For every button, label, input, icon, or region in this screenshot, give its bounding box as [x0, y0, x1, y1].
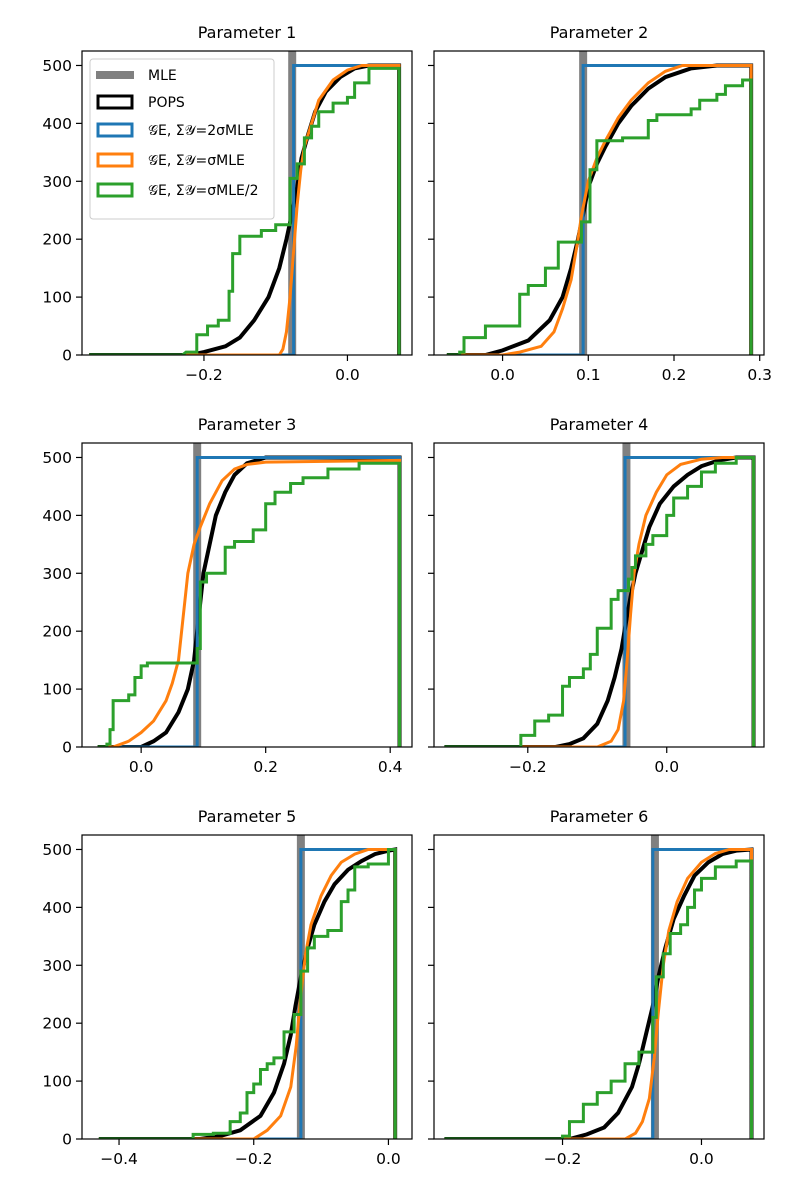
plot-area — [97, 443, 402, 747]
panel-title: Parameter 1 — [198, 23, 297, 42]
series-e-mle-line — [98, 847, 397, 1139]
panel-title: Parameter 5 — [198, 807, 297, 826]
axes-frame — [81, 834, 413, 1140]
series-e-mle-line — [97, 458, 402, 747]
series-pops-line — [446, 63, 754, 355]
y-tick-label: 300 — [42, 957, 72, 975]
series-e-mle-2-line — [446, 78, 753, 355]
axes-frame — [433, 834, 765, 1140]
plot-area — [98, 835, 398, 1139]
legend: MLE POPS 𝒢E, Σ𝒴=2σMLE 𝒢E, Σ𝒴=σMLE 𝒢E, Σ𝒴=σML… — [89, 58, 275, 220]
y-tick-label: 400 — [42, 899, 72, 917]
panel-title: Parameter 2 — [550, 23, 649, 42]
x-tick-label: −0.2 — [185, 366, 223, 384]
y-tick-label: 500 — [42, 449, 72, 467]
y-tick-label: 100 — [42, 681, 72, 699]
series-e-mle-2-line — [444, 455, 756, 747]
panel-2: Parameter 2 0.0 0.1 0.2 0.3 — [428, 23, 772, 384]
legend-label: MLE — [148, 68, 177, 84]
legend-entry-gh: 𝒢E, Σ𝒴=σMLE/2 — [96, 182, 259, 199]
legend-label: 𝒢E, Σ𝒴=σMLE — [148, 153, 245, 169]
series-e-mle-2-line — [444, 859, 753, 1139]
y-tick-label: 400 — [42, 115, 72, 133]
y-tick-label: 200 — [42, 623, 72, 641]
y-tick-label: 200 — [42, 1015, 72, 1033]
series-e-2-mle-line — [97, 455, 402, 747]
legend-swatch — [96, 182, 134, 198]
legend-entry-mle: MLE — [96, 68, 177, 84]
legend-entry-g2: 𝒢E, Σ𝒴=2σMLE — [96, 122, 254, 139]
axes-frame — [433, 442, 765, 748]
legend-swatch — [96, 94, 134, 110]
x-tick-label: 0.0 — [129, 758, 154, 776]
series-e-2-mle-line — [446, 63, 753, 355]
legend-swatch — [96, 152, 134, 168]
x-tick-label: 0.0 — [689, 1150, 714, 1168]
panel-3: Parameter 3 0 100 200 300 400 500 0.0 0.2 0.4 — [42, 415, 413, 776]
y-tick-label: 500 — [42, 57, 72, 75]
series-pops-line — [97, 455, 402, 747]
series-e-mle-2-line — [98, 847, 397, 1139]
plot-area — [89, 51, 402, 355]
series-e-mle-2-line — [97, 461, 402, 747]
legend-label: 𝒢E, Σ𝒴=σMLE/2 — [148, 183, 259, 199]
x-tick-label: 0.0 — [376, 1150, 401, 1168]
x-tick-label: 0.4 — [378, 758, 403, 776]
x-tick-label: 0.3 — [747, 366, 772, 384]
y-tick-label: 100 — [42, 1073, 72, 1091]
legend-box — [89, 58, 275, 220]
axes-frame — [433, 50, 765, 356]
panel-6: Parameter 6 −0.2 0.0 — [428, 807, 765, 1168]
panel-5: Parameter 5 0 100 200 300 400 500 −0.4 −0.2 0.0 — [42, 807, 413, 1168]
x-tick-label: −0.2 — [544, 1150, 582, 1168]
x-tick-label: 0.0 — [490, 366, 515, 384]
y-tick-label: 500 — [42, 841, 72, 859]
legend-label: 𝒢E, Σ𝒴=2σMLE — [148, 123, 254, 139]
panel-4: Parameter 4 −0.2 0.0 — [428, 415, 765, 776]
y-tick-label: 0 — [62, 739, 72, 757]
x-tick-label: 0.0 — [335, 366, 360, 384]
series-e-2-mle-line — [444, 455, 756, 747]
x-tick-label: −0.2 — [509, 758, 547, 776]
legend-entry-pops: POPS — [96, 94, 185, 111]
plot-area — [444, 835, 754, 1139]
plot-area — [446, 51, 754, 355]
y-tick-label: 400 — [42, 507, 72, 525]
y-tick-label: 300 — [42, 565, 72, 583]
y-tick-label: 0 — [62, 1131, 72, 1149]
axes-frame — [81, 442, 413, 748]
y-tick-label: 200 — [42, 231, 72, 249]
series-e-mle-line — [89, 63, 401, 355]
legend-label: POPS — [148, 95, 185, 111]
panel-title: Parameter 3 — [198, 415, 297, 434]
panel-1: Parameter 1 0 100 200 300 400 500 −0.2 0.0 — [42, 23, 413, 384]
series-pops-line — [444, 455, 756, 747]
x-tick-label: 0.1 — [576, 366, 601, 384]
x-tick-label: −0.4 — [100, 1150, 138, 1168]
panel-title: Parameter 4 — [550, 415, 649, 434]
series-e-mle-line — [446, 63, 753, 355]
x-tick-label: 0.2 — [662, 366, 687, 384]
series-e-mle-line — [444, 847, 753, 1139]
y-tick-label: 100 — [42, 289, 72, 307]
y-tick-label: 0 — [62, 347, 72, 365]
legend-entry-g1: 𝒢E, Σ𝒴=σMLE — [96, 152, 245, 169]
axes-frame — [81, 50, 413, 356]
x-tick-label: 0.0 — [654, 758, 679, 776]
y-tick-label: 300 — [42, 173, 72, 191]
series-e-mle-line — [444, 455, 756, 747]
x-tick-label: 0.2 — [253, 758, 278, 776]
plot-area — [444, 443, 756, 747]
panel-title: Parameter 6 — [550, 807, 649, 826]
legend-swatch — [96, 122, 134, 138]
series-e-mle-2-line — [89, 66, 401, 355]
x-tick-label: −0.2 — [235, 1150, 273, 1168]
